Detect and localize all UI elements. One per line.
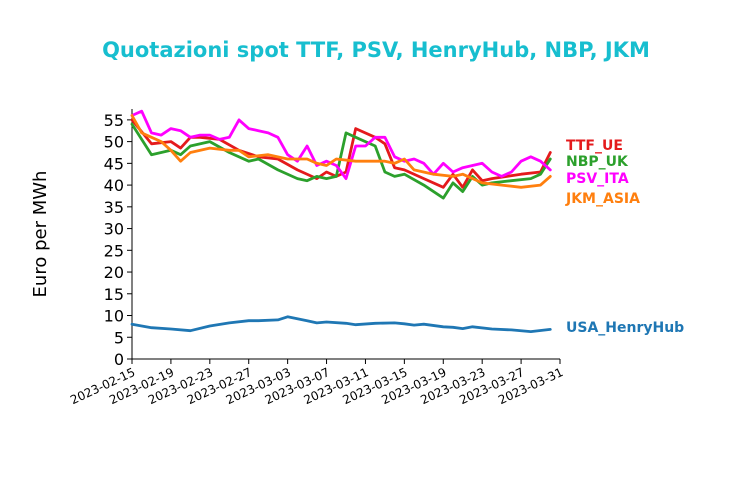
y-tick-label: 55: [104, 111, 124, 130]
series-label-jkm-asia: JKM_ASIA: [565, 191, 640, 207]
y-tick-label: 15: [104, 285, 124, 304]
series-line-jkm-asia: [130, 114, 552, 189]
y-tick-label: 30: [104, 220, 124, 239]
y-tick-label: 25: [104, 241, 124, 260]
axes: 05101520253035404550552023-02-152023-02-…: [68, 109, 565, 407]
y-tick-label: 5: [114, 328, 124, 347]
y-tick-label: 50: [104, 133, 124, 152]
y-tick-label: 0: [114, 350, 124, 369]
plot-lines: [130, 109, 552, 334]
series-label-ttf-ue: TTF_UE: [566, 138, 623, 154]
y-tick-label: 40: [104, 176, 124, 195]
series-label-psv-ita: PSV_ITA: [566, 171, 629, 187]
y-tick-label: 10: [104, 307, 124, 326]
series-line-usa-henryhub: [130, 315, 552, 334]
chart-title: Quotazioni spot TTF, PSV, HenryHub, NBP,…: [102, 38, 650, 62]
y-tick-label: 20: [104, 263, 124, 282]
series-line-psv-ita: [130, 109, 552, 181]
series-line-ttf-ue: [130, 118, 552, 189]
series-label-nbp-uk: NBP_UK: [566, 154, 629, 170]
y-axis-label: Euro per MWh: [30, 171, 51, 298]
y-tick-label: 45: [104, 154, 124, 173]
series-label-usa-henryhub: USA_HenryHub: [566, 320, 684, 336]
y-tick-label: 35: [104, 198, 124, 217]
